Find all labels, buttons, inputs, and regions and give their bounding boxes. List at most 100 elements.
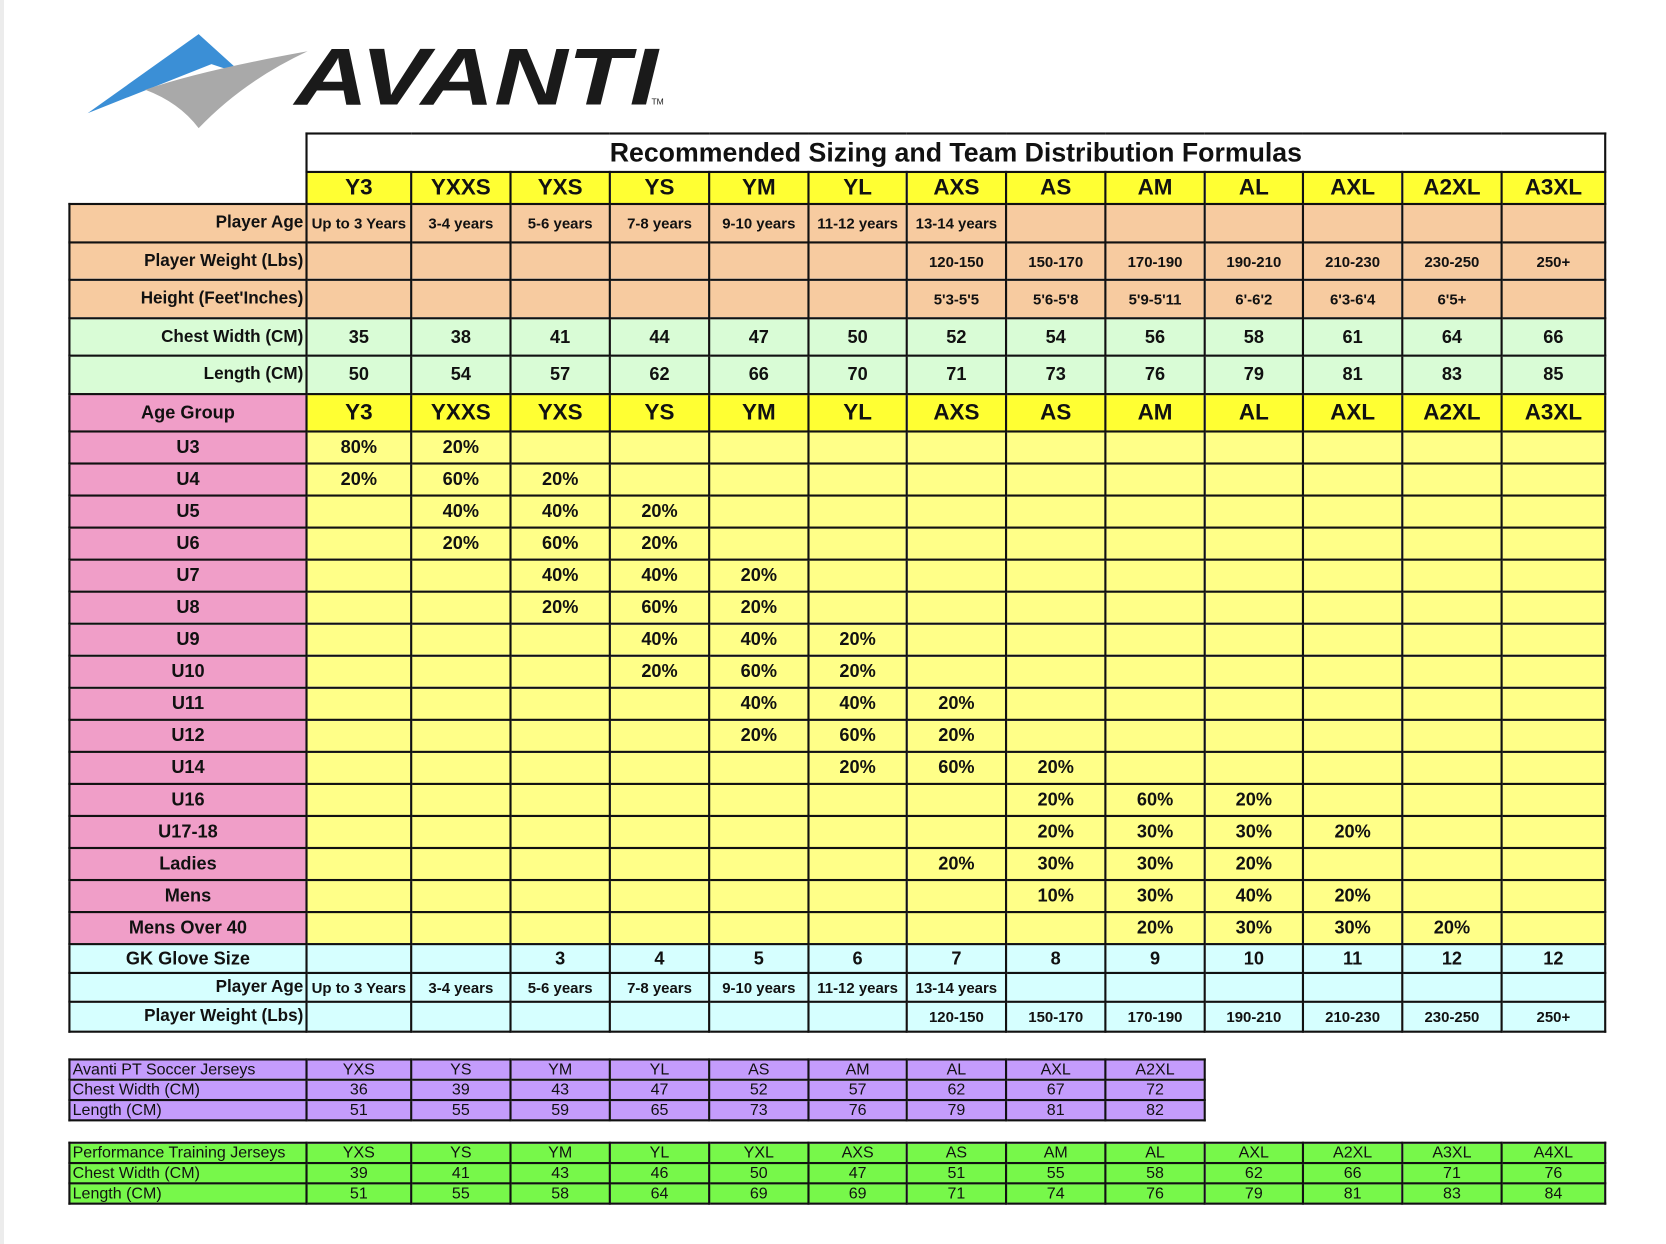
- spec-value: 5'3-5'5: [905, 278, 1008, 320]
- spec-row: Player Age Up to 3 Years 3-4 years 5-6 year…: [68, 202, 1607, 244]
- measure-value: 39: [305, 1161, 413, 1185]
- distribution-value: 60%: [905, 750, 1008, 785]
- distribution-row: U8 20% 60% 20%: [68, 590, 1607, 625]
- measure-value: 83: [1401, 1182, 1503, 1205]
- distribution-value: [905, 558, 1008, 593]
- gk-value: 9: [1104, 943, 1206, 975]
- distribution-value: [305, 494, 413, 529]
- distribution-value: [509, 622, 611, 657]
- distribution-value: [1004, 558, 1107, 593]
- distribution-value: [305, 718, 413, 753]
- spec-value: 85: [1500, 354, 1607, 396]
- distribution-value: [1500, 686, 1607, 721]
- row-label: Chest Width (CM): [68, 1161, 308, 1185]
- distribution-value: [1004, 622, 1107, 657]
- distribution-value: [1500, 878, 1607, 914]
- distribution-value: [305, 878, 413, 914]
- distribution-value: [410, 878, 512, 914]
- age-group-label: U9: [68, 622, 308, 657]
- gk-value: 120-150: [905, 1000, 1008, 1033]
- distribution-value: [807, 814, 908, 850]
- measure-row: Chest Width (CM) 39 41 43 46 50 47 51 55 58 62 66 71…: [68, 1161, 1607, 1185]
- spec-value: 76: [1104, 354, 1206, 396]
- distribution-value: [1004, 430, 1107, 465]
- gk-value: 210-230: [1301, 1000, 1404, 1033]
- age-group-label: U3: [68, 430, 308, 465]
- spec-value: 150-170: [1004, 241, 1107, 281]
- distribution-value: [708, 462, 810, 497]
- row-label: Height (Feet'Inches): [68, 278, 308, 320]
- spec-value: 6'5+: [1401, 278, 1503, 320]
- distribution-value: [905, 911, 1008, 946]
- distribution-value: 20%: [807, 622, 908, 657]
- distribution-value: [305, 526, 413, 561]
- distribution-value: [410, 686, 512, 721]
- size-header: AM: [1104, 170, 1206, 206]
- spec-value: 41: [509, 317, 611, 357]
- table-title: Recommended Sizing and Team Distribution…: [305, 132, 1607, 174]
- spec-row: Height (Feet'Inches) 5'3-5'5 5'6-5'8 5'9-5'…: [68, 278, 1607, 320]
- size-header: A2XL: [1104, 1058, 1206, 1081]
- spec-value: 11-12 years: [807, 202, 908, 244]
- gk-value: 12: [1401, 943, 1503, 975]
- size-header: YL: [608, 1141, 711, 1165]
- size-header: Y3: [305, 393, 413, 433]
- distribution-row: U16 20% 60% 20%: [68, 782, 1607, 818]
- distribution-value: 30%: [1301, 911, 1404, 946]
- distribution-value: [1401, 750, 1503, 785]
- distribution-value: [1301, 846, 1404, 882]
- distribution-value: [1500, 846, 1607, 882]
- measure-value: 84: [1500, 1182, 1607, 1205]
- size-header: AXL: [1301, 170, 1404, 206]
- row-label: Length (CM): [68, 354, 308, 396]
- spec-value: Up to 3 Years: [305, 202, 413, 244]
- measure-value: 55: [1004, 1161, 1107, 1185]
- distribution-value: 40%: [807, 686, 908, 721]
- measure-value: 79: [905, 1098, 1008, 1122]
- age-group-label: U6: [68, 526, 308, 561]
- distribution-value: 30%: [1104, 846, 1206, 882]
- distribution-value: [1401, 430, 1503, 465]
- measure-value: 51: [905, 1161, 1008, 1185]
- age-group-label: U14: [68, 750, 308, 785]
- distribution-value: 40%: [708, 686, 810, 721]
- spec-value: 3-4 years: [410, 202, 512, 244]
- gk-value: 3-4 years: [410, 971, 512, 1003]
- distribution-row: U17-18 20% 30% 30% 20%: [68, 814, 1607, 850]
- distribution-value: 20%: [1004, 814, 1107, 850]
- distribution-value: [905, 814, 1008, 850]
- size-header: YL: [807, 393, 908, 433]
- distribution-row: U10 20% 60% 20%: [68, 654, 1607, 689]
- distribution-value: 20%: [509, 590, 611, 625]
- distribution-row: U14 20% 60% 20%: [68, 750, 1607, 785]
- size-header: AS: [905, 1141, 1008, 1165]
- table-title: Performance Training Jerseys: [68, 1141, 308, 1165]
- distribution-value: 20%: [608, 654, 711, 689]
- measure-row: Length (CM) 51 55 59 65 73 76 79 81 82: [68, 1098, 1206, 1122]
- size-header: YM: [509, 1141, 611, 1165]
- gk-value: [807, 1000, 908, 1033]
- size-header: AM: [807, 1058, 908, 1081]
- size-header: AXL: [1301, 393, 1404, 433]
- distribution-value: [708, 750, 810, 785]
- size-header: AXS: [807, 1141, 908, 1165]
- distribution-value: 60%: [807, 718, 908, 753]
- size-header: YXS: [305, 1058, 413, 1081]
- spec-value: 81: [1301, 354, 1404, 396]
- gk-value: 190-210: [1203, 1000, 1305, 1033]
- gk-value: 5-6 years: [509, 971, 611, 1003]
- measure-value: 81: [1301, 1182, 1404, 1205]
- distribution-value: 40%: [410, 494, 512, 529]
- distribution-value: 10%: [1004, 878, 1107, 914]
- size-header: A4XL: [1500, 1141, 1607, 1165]
- spec-value: 44: [608, 317, 711, 357]
- distribution-value: [807, 494, 908, 529]
- distribution-value: 30%: [1104, 878, 1206, 914]
- distribution-value: [1104, 558, 1206, 593]
- distribution-value: [1004, 462, 1107, 497]
- spec-value: 35: [305, 317, 413, 357]
- distribution-value: [807, 558, 908, 593]
- distribution-value: [305, 654, 413, 689]
- gk-value: 8: [1004, 943, 1107, 975]
